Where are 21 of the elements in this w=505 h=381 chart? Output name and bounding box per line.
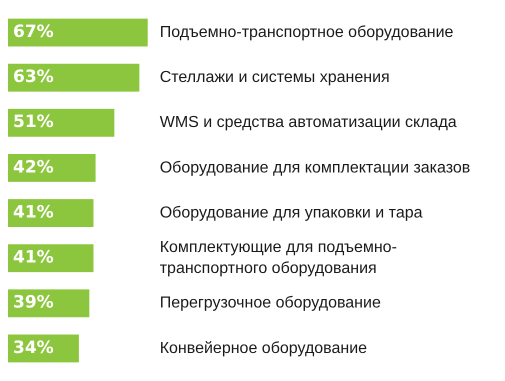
bar — [8, 244, 94, 272]
data-label: 39% — [13, 292, 54, 313]
data-label: 63% — [13, 67, 54, 88]
y-tick-label: Оборудование для упаковки и тара — [160, 204, 423, 222]
bar — [8, 108, 114, 137]
data-label: 41% — [13, 248, 54, 268]
y-tick-label: Перегрузочное оборудование — [160, 294, 381, 312]
data-label: 41% — [13, 202, 54, 222]
bar — [8, 18, 148, 47]
data-label: 67% — [13, 22, 54, 42]
y-tick-label: Оборудование для комплектации заказов — [160, 159, 470, 176]
y-tick-label: Стеллажи и системы хранения — [160, 69, 390, 86]
data-label: 34% — [13, 338, 54, 358]
y-tick-label: WMS и средства автоматизации склада — [160, 114, 457, 132]
bar — [8, 64, 140, 92]
y-tick-label: Комплектующие для подъемно-транспортного оборудования — [160, 239, 397, 278]
data-label: 51% — [13, 112, 54, 132]
data-label: 42% — [13, 157, 54, 178]
y-tick-label: Подъемно-транспортное оборудование — [160, 24, 454, 41]
bar — [8, 199, 94, 228]
y-tick-label: Конвейерное оборудование — [160, 340, 368, 357]
